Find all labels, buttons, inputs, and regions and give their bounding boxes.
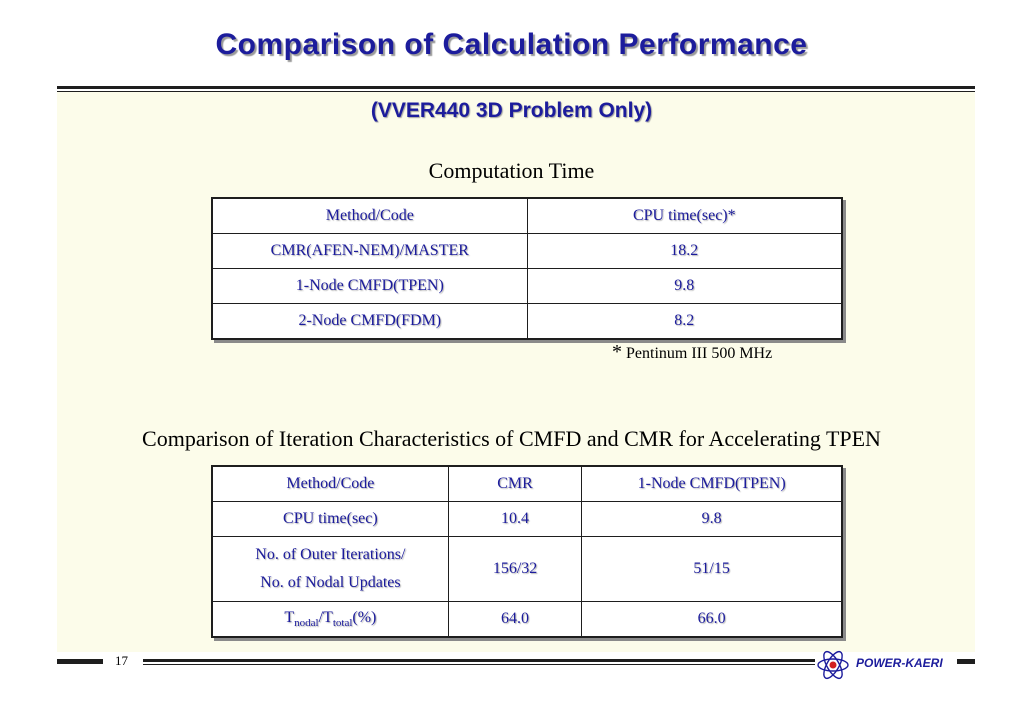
footer-divider [143,659,815,662]
table-row: CMR(AFEN-NEM)/MASTER 18.2 [211,233,843,269]
footnote-mark: * [612,341,622,363]
table-cell: 66.0 [581,601,843,638]
table-row: No. of Outer Iterations/ No. of Nodal Up… [211,536,843,602]
ratio-suffix: (%) [352,608,377,626]
brand-label: POWER-KAERI [856,656,943,670]
iter-label-line2: No. of Nodal Updates [260,574,401,591]
table-row: 2-Node CMFD(FDM) 8.2 [211,303,843,340]
table-header-row: Method/Code CPU time(sec)* [211,197,843,234]
table-row: Tnodal/Ttotal(%) 64.0 66.0 [211,601,843,638]
table-cell: CMR(AFEN-NEM)/MASTER [211,233,528,269]
table-header-cell: 1-Node CMFD(TPEN) [581,465,843,502]
iter-label-line1: No. of Outer Iterations/ [255,546,406,563]
table-cell: 51/15 [581,536,843,602]
footnote-text: Pentinum III 500 MHz [626,345,773,362]
table-header-cell: CMR [447,465,583,502]
table-row: CPU time(sec) 10.4 9.8 [211,501,843,537]
page-number: 17 [115,653,128,668]
table2-caption: Comparison of Iteration Characteristics … [142,426,881,451]
footer-divider-thin [143,664,815,665]
atom-logo-icon [817,650,849,680]
table-cell: No. of Outer Iterations/ No. of Nodal Up… [211,536,449,602]
table-cell: 9.8 [581,501,843,537]
table-row: 1-Node CMFD(TPEN) 9.8 [211,268,843,304]
ratio-slash-t: /T [318,608,333,626]
slide-subtitle: (VVER440 3D Problem Only) [370,99,653,122]
table-cell: 8.2 [526,303,843,340]
computation-time-table: Method/Code CPU time(sec)* CMR(AFEN-NEM)… [211,197,843,340]
table-cell: CPU time(sec) [211,501,449,537]
table-cell: 9.8 [526,268,843,304]
footer-left-bar [57,659,103,664]
table-header-cell: CPU time(sec)* [526,197,843,234]
ratio-t: T [284,608,295,626]
table1-footnote: * Pentinum III 500 MHz [612,341,772,364]
table-header-cell: Method/Code [211,465,449,502]
table-header-row: Method/Code CMR 1-Node CMFD(TPEN) [211,465,843,502]
iteration-characteristics-table: Method/Code CMR 1-Node CMFD(TPEN) CPU ti… [211,465,843,638]
table-cell: 10.4 [447,501,583,537]
ratio-sub-nodal: nodal [294,617,319,630]
table-cell: 18.2 [526,233,843,269]
table1-caption: Computation Time [428,158,595,183]
table-cell: 156/32 [447,536,583,602]
title-divider [57,86,975,89]
footer-right-bar [957,659,975,664]
table-cell: Tnodal/Ttotal(%) [211,601,449,638]
slide-title: Comparison of Calculation Performance [215,28,808,61]
table-cell: 2-Node CMFD(FDM) [211,303,528,340]
table-header-cell: Method/Code [211,197,528,234]
ratio-sub-total: total [332,617,353,630]
table-cell: 64.0 [447,601,583,638]
title-divider-thin [57,91,975,92]
table-cell: 1-Node CMFD(TPEN) [211,268,528,304]
